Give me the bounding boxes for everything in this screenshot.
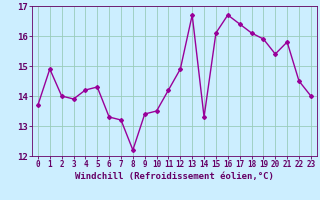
X-axis label: Windchill (Refroidissement éolien,°C): Windchill (Refroidissement éolien,°C) [75,172,274,181]
